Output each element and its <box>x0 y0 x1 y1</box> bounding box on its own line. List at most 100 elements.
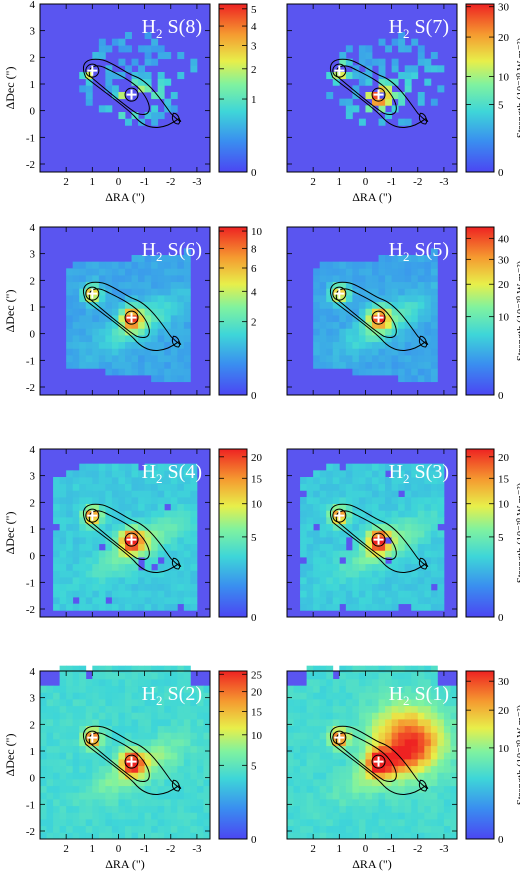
x-axis-label: ΔRA (") <box>352 190 392 204</box>
colorbar-tick-label: 6 <box>251 263 257 275</box>
y-axis-label: ΔDec (") <box>3 734 17 777</box>
colorbar-tick-label: 20 <box>251 452 263 464</box>
source-marker-cross <box>334 288 345 299</box>
axes-frame <box>39 3 211 173</box>
panel-title: H2 S(7) <box>389 16 449 41</box>
source-contour <box>332 508 347 523</box>
x-tick-label: 1 <box>337 176 343 188</box>
colorbar-tick-label: 30 <box>498 254 510 266</box>
colorbar-tick-label: 40 <box>498 233 510 245</box>
y-axis-label: ΔDec (") <box>3 67 17 110</box>
y-tick-label: -2 <box>26 826 35 838</box>
colorbar-tick-label: 15 <box>251 473 263 485</box>
colorbar: 25 20 15 10 5 0 <box>218 669 263 846</box>
axes-frame <box>39 670 211 840</box>
x-tick-label: -3 <box>439 176 449 188</box>
colorbar: 5 4 3 2 1 0 <box>218 3 257 179</box>
source-marker-cross <box>334 510 345 521</box>
tick-marks <box>287 226 457 395</box>
panel-title: H2 S(2) <box>142 683 202 708</box>
y-tick-label: 1 <box>30 524 36 536</box>
x-axis-label: ΔRA (") <box>352 857 392 871</box>
contour-line <box>335 288 397 338</box>
contour-line <box>329 503 429 573</box>
y-tick-label: 3 <box>30 471 36 483</box>
colorbar-tick-label: 0 <box>251 834 257 846</box>
contour-line <box>335 510 397 560</box>
contour-line <box>335 732 397 782</box>
colorbar-tick-label: 15 <box>251 706 263 718</box>
colorbar-tick-label: 3 <box>251 41 257 53</box>
panel-title: H2 S(8) <box>142 16 202 41</box>
heatmap-cells <box>40 665 211 840</box>
tick-marks <box>40 226 210 395</box>
source-contour <box>371 310 386 325</box>
x-tick-label: 2 <box>310 176 316 188</box>
y-tick-label: 1 <box>30 746 36 758</box>
contour-line <box>171 557 181 570</box>
x-tick-label: 0 <box>116 843 122 855</box>
colorbar-tick-label: 10 <box>498 72 510 84</box>
source-marker-cross <box>373 312 384 323</box>
colorbar: 10 8 6 4 2 0 <box>218 226 263 402</box>
x-tick-label: -3 <box>192 176 202 188</box>
tick-marks <box>287 448 457 617</box>
contour-line <box>329 725 429 795</box>
axes-frame <box>286 670 458 840</box>
contour-line <box>171 335 181 348</box>
y-tick-label: 2 <box>30 719 36 731</box>
y-tick-label: -1 <box>26 132 35 144</box>
y-tick-label: 3 <box>30 249 36 261</box>
contour-line <box>82 58 182 128</box>
source-marker-cross <box>373 756 384 767</box>
contour-line <box>418 112 428 125</box>
colorbar-tick-label: 0 <box>498 390 504 402</box>
colorbar-tick-label: 10 <box>498 743 510 755</box>
colorbar-tick-label: 10 <box>251 730 263 742</box>
axes-frame <box>39 226 211 396</box>
heatmap-cells <box>313 248 438 383</box>
contour-line <box>171 112 181 125</box>
colorbar-tick-label: 5 <box>251 4 257 16</box>
heatmap-cells <box>53 463 198 611</box>
x-tick-label: -1 <box>140 176 149 188</box>
heatmap-cells <box>287 665 458 840</box>
source-contour <box>85 508 100 523</box>
source-marker-cross <box>87 732 98 743</box>
y-tick-label: 1 <box>30 79 36 91</box>
source-marker-cross <box>87 510 98 521</box>
tick-marks <box>40 3 210 172</box>
colorbar-tick-label: 20 <box>251 687 263 699</box>
colorbar-label: Strength (10⁻²⁰ W m⁻²) <box>515 704 520 805</box>
source-marker-cross <box>87 65 98 76</box>
colorbar-tick-label: 5 <box>498 100 504 112</box>
panel-title: H2 S(6) <box>142 239 202 264</box>
contour-line <box>88 288 150 338</box>
tick-marks <box>287 3 457 172</box>
source-marker-cross <box>373 89 384 100</box>
colorbar-tick-label: 20 <box>498 279 510 291</box>
y-tick-label: 2 <box>30 275 36 287</box>
colorbar: 30 20 10 0 Strength (10⁻²⁰ W m⁻²) <box>465 670 520 846</box>
y-axis-label: ΔDec (") <box>3 512 17 555</box>
y-tick-label: 4 <box>30 666 36 678</box>
contour-line <box>88 732 150 782</box>
y-tick-label: 0 <box>30 106 36 118</box>
axes-frame <box>286 448 458 618</box>
y-tick-label: 4 <box>30 0 36 11</box>
source-marker-cross <box>126 89 137 100</box>
x-tick-label: 2 <box>63 176 69 188</box>
contour-line <box>82 725 182 795</box>
y-tick-label: 0 <box>30 773 36 785</box>
heatmap-cells <box>66 248 191 383</box>
colorbar-tick-label: 25 <box>251 669 263 681</box>
y-tick-label: 4 <box>30 222 36 234</box>
panel-title: H2 S(4) <box>142 461 202 486</box>
colorbar-tick-label: 30 <box>498 676 510 688</box>
source-marker-cross <box>373 534 384 545</box>
y-tick-label: -2 <box>26 159 35 171</box>
contour-line <box>335 65 397 115</box>
